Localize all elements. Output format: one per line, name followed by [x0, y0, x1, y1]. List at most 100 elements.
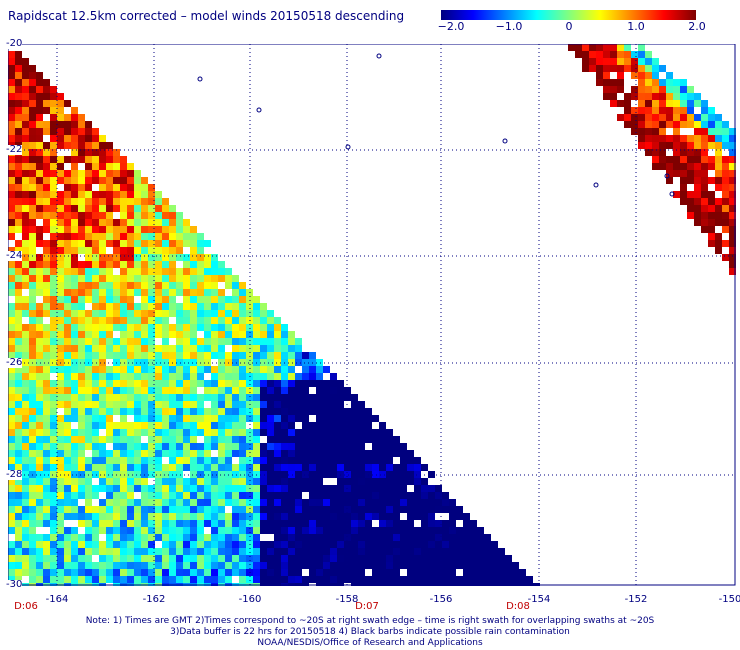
wind-cell	[176, 527, 183, 534]
wind-cell	[190, 352, 197, 359]
wind-cell	[372, 450, 379, 457]
wind-cell	[113, 191, 120, 198]
wind-cell	[148, 541, 155, 548]
wind-cell	[43, 170, 50, 177]
wind-cell	[36, 555, 43, 562]
wind-cell	[106, 464, 113, 471]
wind-cell	[155, 394, 162, 401]
wind-cell	[162, 254, 169, 261]
wind-cell	[288, 499, 295, 506]
wind-cell	[225, 310, 232, 317]
wind-cell	[148, 191, 155, 198]
wind-cell	[78, 534, 85, 541]
wind-cell	[134, 513, 141, 520]
wind-cell	[701, 170, 708, 177]
wind-cell	[260, 394, 267, 401]
wind-cell	[155, 331, 162, 338]
wind-cell	[169, 506, 176, 513]
wind-cell	[414, 492, 421, 499]
wind-cell	[64, 387, 71, 394]
wind-cell	[176, 548, 183, 555]
wind-cell	[106, 303, 113, 310]
wind-cell	[57, 492, 64, 499]
wind-cell	[386, 534, 393, 541]
wind-cell	[484, 534, 491, 541]
wind-cell	[603, 65, 610, 72]
wind-cell	[729, 254, 736, 261]
wind-cell	[50, 233, 57, 240]
wind-cell	[92, 163, 99, 170]
wind-cell	[694, 205, 701, 212]
wind-cell	[71, 443, 78, 450]
wind-cell	[141, 226, 148, 233]
wind-cell	[715, 198, 722, 205]
wind-cell	[169, 394, 176, 401]
wind-cell	[134, 555, 141, 562]
wind-cell	[351, 548, 358, 555]
wind-cell	[85, 338, 92, 345]
wind-cell	[274, 415, 281, 422]
wind-cell	[141, 338, 148, 345]
wind-cell	[22, 247, 29, 254]
wind-cell	[232, 513, 239, 520]
wind-cell	[8, 338, 15, 345]
wind-cell	[71, 387, 78, 394]
wind-cell	[162, 289, 169, 296]
wind-cell	[351, 569, 358, 576]
wind-cell	[71, 450, 78, 457]
wind-cell	[204, 422, 211, 429]
wind-cell	[190, 520, 197, 527]
wind-cell	[155, 191, 162, 198]
wind-cell	[134, 471, 141, 478]
wind-cell	[36, 499, 43, 506]
wind-cell	[148, 513, 155, 520]
wind-cell	[379, 436, 386, 443]
wind-cell	[64, 275, 71, 282]
wind-cell	[197, 415, 204, 422]
wind-cell	[358, 443, 365, 450]
wind-cell	[106, 366, 113, 373]
wind-cell	[50, 324, 57, 331]
wind-cell	[22, 562, 29, 569]
wind-cell	[162, 394, 169, 401]
wind-cell	[302, 422, 309, 429]
wind-cell	[659, 121, 666, 128]
wind-cell	[211, 499, 218, 506]
wind-cell	[120, 233, 127, 240]
wind-cell	[260, 331, 267, 338]
wind-cell	[197, 310, 204, 317]
wind-cell	[267, 387, 274, 394]
wind-cell	[148, 226, 155, 233]
wind-cell	[36, 373, 43, 380]
wind-cell	[218, 394, 225, 401]
wind-cell	[113, 338, 120, 345]
wind-cell	[295, 492, 302, 499]
wind-cell	[295, 443, 302, 450]
wind-cell	[267, 310, 274, 317]
wind-cell	[50, 177, 57, 184]
wind-cell	[92, 541, 99, 548]
wind-cell	[162, 464, 169, 471]
wind-cell	[8, 310, 15, 317]
wind-cell	[393, 569, 400, 576]
wind-cell	[64, 380, 71, 387]
wind-cell	[708, 226, 715, 233]
wind-cell	[253, 317, 260, 324]
wind-cell	[666, 177, 673, 184]
wind-cell	[113, 548, 120, 555]
wind-cell	[36, 289, 43, 296]
wind-cell	[295, 569, 302, 576]
wind-cell	[43, 289, 50, 296]
wind-cell	[78, 198, 85, 205]
wind-cell	[43, 562, 50, 569]
wind-cell	[162, 492, 169, 499]
wind-cell	[99, 303, 106, 310]
wind-cell	[330, 548, 337, 555]
wind-cell	[22, 443, 29, 450]
wind-cell	[99, 233, 106, 240]
wind-cell	[106, 296, 113, 303]
wind-cell	[687, 100, 694, 107]
wind-cell	[337, 513, 344, 520]
wind-cell	[141, 408, 148, 415]
wind-cell	[211, 576, 218, 583]
